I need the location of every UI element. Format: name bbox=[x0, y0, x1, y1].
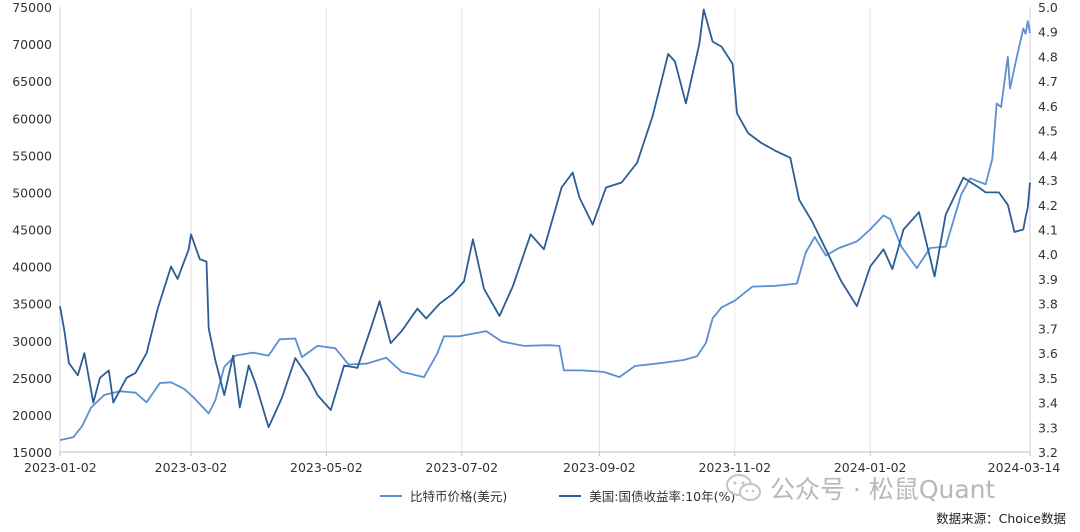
legend-swatch-yield bbox=[559, 494, 582, 497]
y-right-tick-label: 3.3 bbox=[1038, 420, 1058, 435]
x-tick-label: 2023-03-02 bbox=[155, 460, 228, 475]
gridlines bbox=[59, 7, 1031, 452]
y-right-tick-label: 4.6 bbox=[1038, 99, 1058, 114]
axes: 2023-01-02 2023-03-02 2023-05-02 2023-07-02… bbox=[12, 0, 1060, 475]
x-tick-label: 2023-05-02 bbox=[290, 460, 363, 475]
y-right-tick-label: 4.0 bbox=[1038, 247, 1058, 262]
y-right-tick-label: 4.9 bbox=[1038, 25, 1058, 40]
x-tick-label: 2023-11-02 bbox=[698, 460, 771, 475]
y-right-tick-label: 3.7 bbox=[1038, 321, 1058, 336]
wechat-icon bbox=[726, 474, 761, 501]
legend-label-yield: 美国:国债收益率:10年(%) bbox=[589, 489, 736, 504]
legend: 比特币价格(美元) 美国:国债收益率:10年(%) bbox=[380, 486, 735, 505]
y-right-tick-label: 3.5 bbox=[1038, 371, 1058, 386]
y-left-tick-label: 35000 bbox=[12, 297, 52, 312]
series-line-us10y-yield bbox=[59, 8, 1031, 429]
y-right-tick-label: 3.2 bbox=[1038, 445, 1058, 460]
y-left-tick-label: 60000 bbox=[12, 111, 52, 126]
legend-item-yield: 美国:国债收益率:10年(%) bbox=[559, 486, 735, 505]
y-left-tick-label: 25000 bbox=[12, 371, 52, 386]
y-left-tick-label: 65000 bbox=[12, 74, 52, 89]
y-left-tick-label: 15000 bbox=[12, 445, 52, 460]
y-right-tick-label: 4.2 bbox=[1038, 198, 1058, 213]
y-right-tick-label: 4.3 bbox=[1038, 173, 1058, 188]
y-left-tick-label: 40000 bbox=[12, 260, 52, 275]
y-right-tick-label: 4.5 bbox=[1038, 124, 1058, 139]
x-tick-label: 2023-07-02 bbox=[425, 460, 498, 475]
y-right-tick-label: 3.8 bbox=[1038, 297, 1058, 312]
y-left-tick-label: 75000 bbox=[12, 0, 52, 15]
y-right-tick-label: 3.9 bbox=[1038, 272, 1058, 287]
y-left-tick-label: 70000 bbox=[12, 37, 52, 52]
y-right-tick-label: 3.6 bbox=[1038, 346, 1058, 361]
watermark-text: 公众号 · 松鼠Quant bbox=[770, 475, 996, 504]
y-right-tick-label: 4.4 bbox=[1038, 148, 1058, 163]
source-note: 数据来源：Choice数据 bbox=[936, 511, 1066, 526]
y-left-tick-label: 45000 bbox=[12, 223, 52, 238]
y-right-tick-label: 4.7 bbox=[1038, 74, 1058, 89]
y-right-tick-label: 4.1 bbox=[1038, 223, 1058, 238]
x-tick-label: 2024-03-14 bbox=[988, 460, 1061, 475]
series bbox=[59, 8, 1031, 441]
watermark: 公众号 · 松鼠Quant bbox=[726, 470, 995, 506]
legend-label-btc: 比特币价格(美元) bbox=[410, 489, 508, 504]
legend-item-btc: 比特币价格(美元) bbox=[380, 486, 507, 505]
y-right-tick-label: 4.8 bbox=[1038, 49, 1058, 64]
series-line-btc-price bbox=[59, 20, 1031, 441]
legend-swatch-btc bbox=[380, 494, 402, 497]
y-right-tick-label: 5.0 bbox=[1038, 0, 1058, 15]
y-left-tick-label: 55000 bbox=[12, 148, 52, 163]
x-tick-label: 2023-01-02 bbox=[24, 460, 97, 475]
x-tick-label: 2023-09-02 bbox=[563, 460, 636, 475]
y-right-tick-label: 3.4 bbox=[1038, 396, 1058, 411]
y-left-tick-label: 30000 bbox=[12, 334, 52, 349]
y-left-tick-label: 20000 bbox=[12, 408, 52, 423]
x-tick-label: 2024-01-02 bbox=[834, 460, 907, 475]
y-left-tick-label: 50000 bbox=[12, 185, 52, 200]
